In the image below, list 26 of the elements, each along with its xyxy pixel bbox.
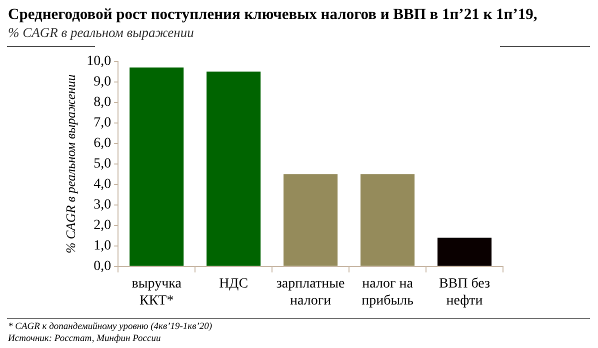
y-tick-label: 1,0 (94, 238, 112, 254)
x-tick-label: выручка ККТ* (132, 276, 182, 308)
chart-subtitle: % CAGR в реальном выражении (8, 25, 194, 41)
y-tick-label: 7,0 (94, 116, 112, 131)
x-tick-label: НДС (219, 276, 248, 292)
text: * CAGR к допандемийному уровню (4кв’19-1кв’20) (8, 321, 212, 333)
y-axis-title: % CAGR в реальном выражении (63, 74, 78, 254)
y-tick-label: 0,0 (94, 259, 112, 274)
x-tick-label: налог на прибыль (362, 276, 414, 308)
y-tick-label: 4,0 (94, 177, 112, 192)
bar (437, 238, 492, 266)
y-tick-label: 5,0 (94, 156, 112, 172)
bar (130, 68, 184, 266)
text: Источник: Росстат, Минфин России (8, 333, 162, 345)
y-tick-label: 8,0 (94, 95, 112, 110)
chart-title: Среднегодовой рост поступления ключевых налогов и ВВП в 1п’21 к 1п’19, (8, 6, 538, 24)
y-tick-label: 10,0 (86, 54, 112, 70)
bar (206, 72, 261, 266)
x-tick-label: зарплатные налоги (276, 276, 345, 308)
y-tick-label: 2,0 (94, 218, 112, 234)
x-tick-label: ВВП без нефти (438, 276, 491, 308)
y-tick-label: 9,0 (94, 74, 112, 90)
y-tick-label: 6,0 (94, 136, 112, 152)
y-tick-label: 3,0 (94, 198, 112, 213)
bar (284, 174, 338, 266)
bar (360, 174, 415, 266)
